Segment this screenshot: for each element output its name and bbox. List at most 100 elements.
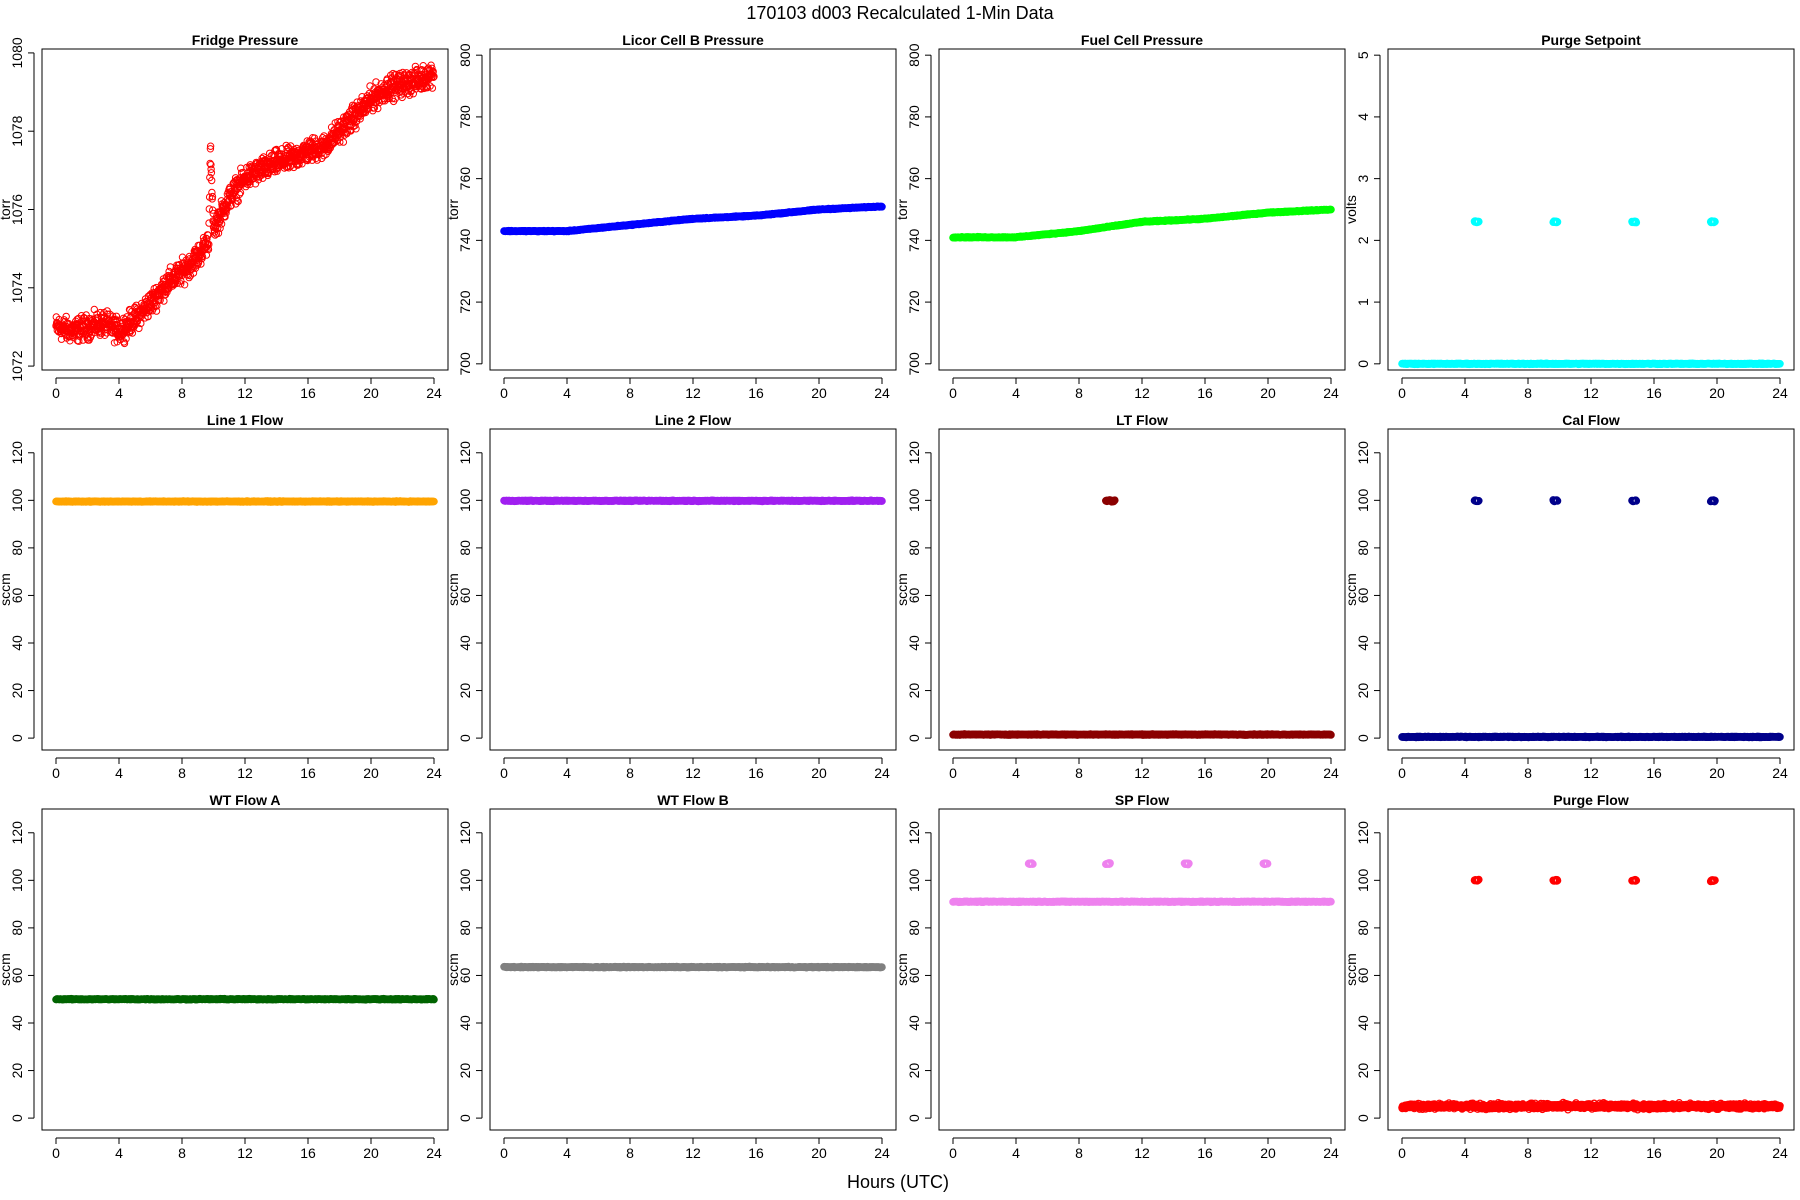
x-axis: 0 4 8 12 16 20 24 — [52, 377, 442, 401]
data-point — [112, 312, 121, 320]
x-tick-label: 8 — [626, 385, 634, 401]
data-point — [211, 231, 219, 239]
y-tick-label: 760 — [906, 167, 922, 191]
data-point — [216, 224, 224, 232]
panel-title: Line 1 Flow — [207, 412, 283, 428]
data-point — [352, 125, 360, 133]
data-point — [156, 296, 164, 304]
y-tick-label: 780 — [906, 105, 922, 129]
y-tick-label: 1 — [1355, 298, 1371, 306]
data-point — [205, 205, 214, 213]
x-tick-label: 12 — [1583, 385, 1599, 401]
data-point — [336, 138, 344, 146]
x-tick-label: 0 — [52, 385, 60, 401]
data-point — [221, 213, 229, 221]
data-point — [137, 319, 145, 328]
data-point — [122, 335, 130, 343]
y-tick-label: 1076 — [9, 194, 25, 225]
y-tick-label: 1074 — [9, 272, 25, 303]
data-point — [428, 84, 437, 92]
data-point — [204, 245, 213, 254]
x-tick-label: 12 — [237, 385, 253, 401]
data-points — [52, 497, 438, 506]
y-tick-label: 1080 — [9, 37, 25, 68]
data-point — [180, 281, 189, 289]
x-tick-label: 4 — [115, 385, 123, 401]
data-point — [207, 161, 215, 169]
data-point — [206, 142, 215, 150]
x-tick-label: 12 — [1134, 385, 1150, 401]
data-points — [52, 61, 438, 348]
y-tick-label: 1072 — [9, 350, 25, 381]
data-point — [351, 121, 359, 130]
y-tick-label: 80 — [9, 540, 25, 556]
data-point — [413, 66, 421, 75]
y-tick-label: 5 — [1355, 51, 1371, 59]
data-point — [234, 197, 242, 206]
data-point — [308, 156, 316, 164]
data-point — [426, 82, 434, 90]
data-point — [430, 72, 438, 81]
panel-title: Fridge Pressure — [192, 32, 299, 48]
y-tick-label: 740 — [457, 228, 473, 252]
y-axis-label: torr — [445, 199, 461, 220]
data-point — [96, 308, 105, 317]
x-tick-label: 16 — [748, 385, 764, 401]
y-tick-label: 800 — [457, 43, 473, 67]
data-point — [173, 279, 182, 287]
x-tick-label: 24 — [874, 385, 890, 401]
data-point — [372, 78, 380, 86]
y-tick-label: 100 — [9, 488, 25, 512]
data-point — [274, 151, 282, 159]
x-tick-label: 24 — [426, 765, 442, 781]
data-point — [429, 67, 437, 76]
x-tick-label: 0 — [949, 385, 957, 401]
data-point — [208, 195, 216, 203]
data-point — [208, 176, 216, 185]
data-point — [75, 337, 83, 345]
x-tick-label: 4 — [1012, 385, 1020, 401]
y-tick-label: 0 — [9, 734, 25, 742]
data-point — [235, 190, 244, 199]
y-tick-label: 2 — [1355, 236, 1371, 244]
x-tick-label: 20 — [1260, 385, 1276, 401]
y-tick-label: 20 — [9, 683, 25, 699]
x-tick-label: 24 — [1323, 385, 1339, 401]
y-axis-label: volts — [1343, 195, 1359, 224]
x-tick-label: 20 — [363, 765, 379, 781]
x-tick-label: 16 — [1197, 385, 1213, 401]
data-point — [215, 217, 223, 226]
x-tick-label: 4 — [115, 765, 123, 781]
data-point — [152, 307, 161, 315]
data-point — [185, 273, 193, 282]
data-point — [172, 278, 180, 286]
x-tick-label: 12 — [685, 385, 701, 401]
y-tick-label: 760 — [457, 167, 473, 191]
x-tick-label: 8 — [1075, 385, 1083, 401]
y-axis-label: torr — [0, 199, 13, 220]
panel-title: Purge Setpoint — [1541, 32, 1641, 48]
x-tick-label: 20 — [1709, 385, 1725, 401]
y-tick-label: 3 — [1355, 175, 1371, 183]
x-tick-label: 24 — [426, 385, 442, 401]
data-point — [207, 165, 215, 174]
data-points — [500, 496, 886, 506]
data-point — [411, 62, 420, 71]
y-tick-label: 740 — [906, 228, 922, 252]
data-point — [339, 138, 348, 146]
x-tick-label: 8 — [178, 385, 186, 401]
y-tick-label: 1078 — [9, 115, 25, 146]
data-point — [428, 64, 436, 73]
data-point — [208, 192, 217, 201]
x-tick-label: 4 — [563, 385, 571, 401]
data-point — [391, 95, 399, 103]
data-points — [500, 202, 886, 236]
x-tick-label: 16 — [300, 765, 316, 781]
panel-title: Licor Cell B Pressure — [622, 32, 764, 48]
data-point — [57, 335, 66, 343]
x-tick-label: 0 — [1398, 385, 1406, 401]
x-tick-label: 16 — [1646, 385, 1662, 401]
data-point — [272, 145, 281, 154]
